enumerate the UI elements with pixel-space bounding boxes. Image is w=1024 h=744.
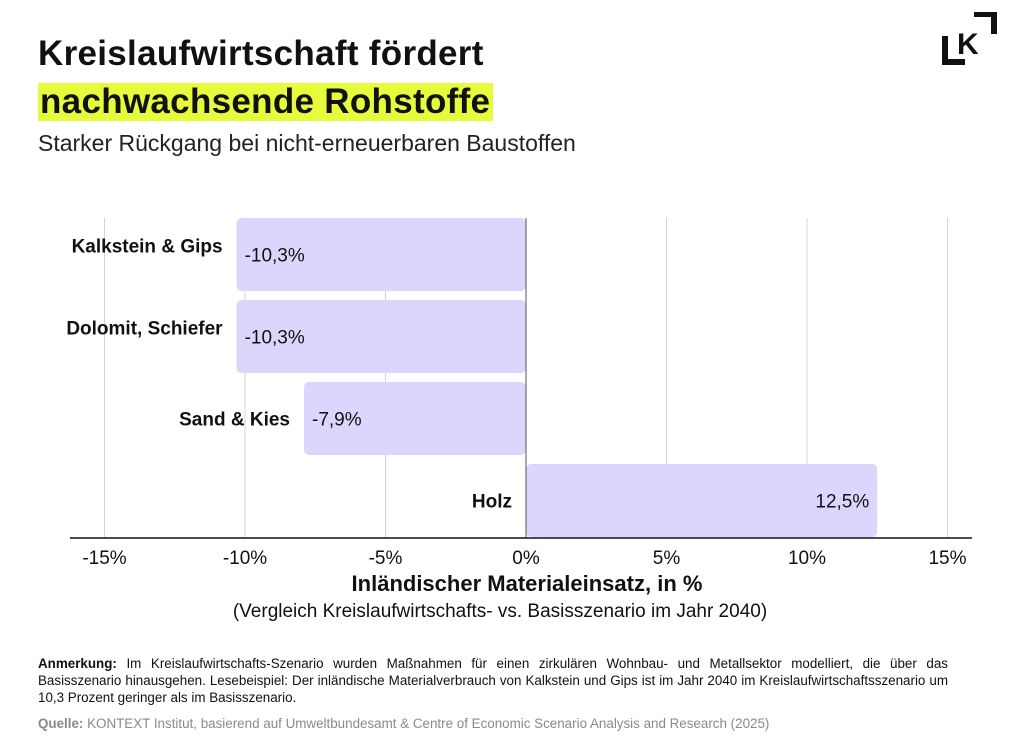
footnote: Anmerkung: Im Kreislaufwirtschafts-Szena… [38, 655, 948, 706]
x-tick-label: 5% [653, 548, 681, 569]
category-label: Holz [472, 492, 512, 513]
chart-subtitle: Starker Rückgang bei nicht-erneuerbaren … [38, 130, 576, 156]
x-axis-title: Inländischer Materialeinsatz, in % [351, 571, 703, 596]
x-tick-label: -15% [82, 548, 126, 569]
bar [304, 382, 526, 455]
bar [236, 300, 526, 373]
x-tick-label: 15% [928, 548, 966, 569]
x-tick-label: 0% [512, 548, 540, 569]
footnote-text: Im Kreislaufwirtschafts-Szenario wurden … [38, 656, 948, 705]
svg-text:K: K [957, 28, 979, 61]
kontext-logo-icon: K [942, 12, 997, 65]
source-note: Quelle: KONTEXT Institut, basierend auf … [38, 716, 769, 731]
bar [526, 464, 878, 537]
category-label: Dolomit, Schiefer [66, 319, 223, 340]
x-tick-label: -10% [223, 548, 267, 569]
bar-value-label: -10,3% [245, 246, 305, 267]
bar-value-label: -7,9% [312, 410, 362, 431]
bar-value-label: -10,3% [245, 328, 305, 349]
x-axis-subtitle: (Vergleich Kreislaufwirtschafts- vs. Bas… [232, 601, 768, 622]
chart-title-line1: Kreislaufwirtschaft fördert [38, 34, 484, 73]
source-label: Quelle: [38, 716, 84, 731]
bar-value-label: 12,5% [815, 492, 869, 513]
chart-title-line2-highlighted: nachwachsende Rohstoffe [38, 83, 494, 121]
footnote-label: Anmerkung: [38, 656, 117, 671]
category-label: Sand & Kies [179, 410, 290, 431]
bar [236, 218, 526, 291]
x-tick-label: -5% [369, 548, 403, 569]
x-tick-label: 10% [788, 548, 826, 569]
source-text: KONTEXT Institut, basierend auf Umweltbu… [83, 716, 770, 731]
category-label: Kalkstein & Gips [72, 237, 223, 258]
